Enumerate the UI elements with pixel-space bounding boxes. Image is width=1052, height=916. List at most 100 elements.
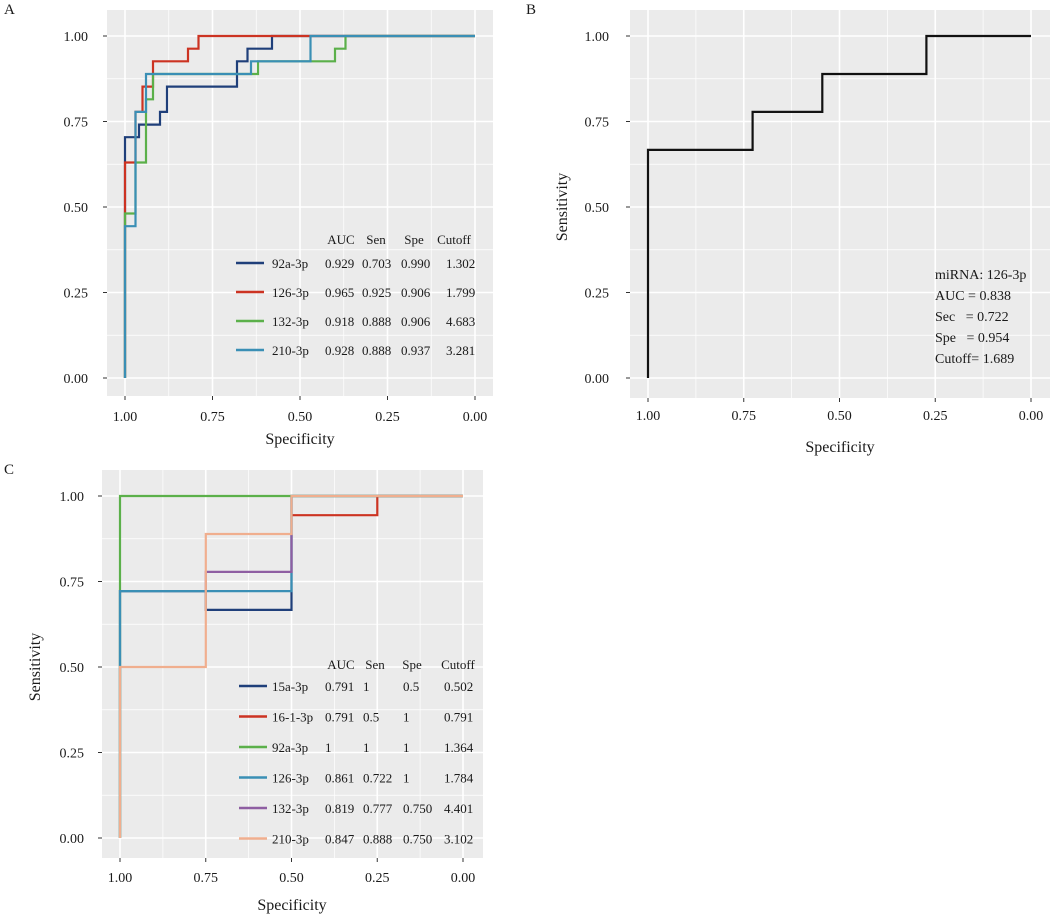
panel-a-legend-stat: 0.888 [362,314,391,329]
panel-a-grid [107,10,493,396]
panel-a-y-tick-label: 0.75 [64,116,89,131]
panel-b-annotation-line: Sec = 0.722 [935,310,1009,325]
panel-a-legend-header-cutoff: Cutoff [437,232,471,247]
panel-a-legend-stat: 0.928 [325,343,354,358]
panel-a-legend-label-92a-3p: 92a-3p [272,256,308,271]
panel-c-legend-stat: 0.847 [325,832,355,847]
panel-c-legend-stat: 1 [363,740,370,755]
panel-b-x-tick-label: 0.00 [1019,409,1044,424]
panel-a-lines [123,34,475,378]
panel-b-y-tick-label: 0.00 [585,372,610,387]
panel-a-y-tick-label: 0.25 [64,287,89,302]
panel-c-x-tick-label: 0.50 [279,871,304,886]
panel-c-legend-stat: 1 [325,740,332,755]
panel-c-legend-stat: 1 [403,740,410,755]
panel-a-legend-label-126-3p: 126-3p [272,285,309,300]
panel-a-legend-stat: 0.703 [362,256,391,271]
panel-c-ticks: 1.00 0.75 0.50 0.25 0.00 0.00 0.25 0.50 0.75 1.00 [60,490,476,886]
panel-a-legend-stat: 0.918 [325,314,354,329]
panel-b-y-tick-label: 0.50 [585,201,610,216]
panel-c-legend-stat: 0.502 [444,679,473,694]
panel-c-legend-header-spe: Spe [402,657,422,672]
panel-b-y-axis-title: Sensitivity [554,173,571,241]
panel-c-legend-label-16-1-3p: 16-1-3p [272,710,313,725]
panel-c: 1.00 0.75 0.50 0.25 0.000.000.250.500.751.00… [27,470,483,914]
panel-a-legend-header-sen: Sen [366,232,386,247]
panel-c-legend-stat: 3.102 [444,832,473,847]
panel-c-legend-header-cutoff: Cutoff [441,657,475,672]
panel-letter-b: B [526,2,536,18]
panel-letter-c: C [4,462,14,478]
panel-a-legend-header-auc: AUC [327,232,354,247]
panel-a-legend-label-210-3p: 210-3p [272,343,309,358]
panel-c-legend-stat: 1 [403,710,410,725]
panel-c-legend-stat: 0.5 [403,679,419,694]
panel-c-legend-stat: 0.722 [363,771,392,786]
panel-c-legend-label-126-3p: 126-3p [272,771,309,786]
panel-a-legend-stat: 0.925 [362,285,391,300]
panel-c-x-tick-label: 0.25 [365,871,390,886]
panel-c-legend-stat: 0.791 [325,679,354,694]
panel-a: 1.00 0.75 0.50 0.25 0.000.000.250.500.751.00… [64,10,493,448]
panel-a-legend-stat: 0.906 [401,285,431,300]
panel-c-legend-stat: 0.750 [403,832,432,847]
panel-a-series-line-210-3p [123,34,475,378]
panel-c-legend-stat: 0.819 [325,801,354,816]
panel-a-legend-header-spe: Spe [404,232,424,247]
panel-a-legend-stat: 1.799 [446,285,475,300]
panel-a-legend-stat: 3.281 [446,343,475,358]
panel-b-series-line-126-3p [646,34,1031,378]
panel-c-legend-stat: 1.364 [444,740,474,755]
panel-c-y-tick-label: 0.00 [60,832,85,847]
panel-c-x-tick-label: 1.00 [108,871,133,886]
panel-b-y-tick-label: 1.00 [585,30,610,45]
panel-a-legend-stat: 4.683 [446,314,475,329]
panel-b-x-tick-label: 1.00 [636,409,661,424]
panel-c-legend-label-210-3p: 210-3p [272,832,309,847]
panel-c-x-tick-label: 0.00 [451,871,476,886]
panel-a-series-line-92a-3p [123,34,475,378]
panel-a-legend-stat: 0.990 [401,256,430,271]
panel-b-x-tick-label: 0.50 [827,409,852,424]
panel-a-y-tick-label: 0.50 [64,201,89,216]
panel-c-x-tick-label: 0.75 [194,871,219,886]
panel-c-legend-stat: 1.784 [444,771,474,786]
panel-c-lines [118,494,463,838]
panel-c-legend-stat: 4.401 [444,801,473,816]
panel-a-legend-stat: 0.965 [325,285,354,300]
panel-a-legend-stat: 0.906 [401,314,431,329]
panel-a-legend-stat: 0.929 [325,256,354,271]
panel-c-legend-stat: 0.5 [363,710,379,725]
panel-b-annotation: miRNA: 126-3p AUC = 0.838 Sec = 0.722 Spe =… [935,268,1026,367]
panel-b-annotation-line: Spe = 0.954 [935,331,1009,346]
panel-c-legend-stat: 0.861 [325,771,354,786]
panel-c-series-line-210-3p [118,494,463,838]
panel-c-y-tick-label: 0.25 [60,747,85,762]
panel-b-y-tick-label: 0.25 [585,287,610,302]
panel-c-legend-stat: 1 [403,771,410,786]
panel-c-legend-header-auc: AUC [327,657,354,672]
panel-a-ticks: 1.00 0.75 0.50 0.25 0.00 0.00 0.25 0.50 0.75 1.00 [64,30,488,425]
panel-c-y-tick-label: 0.50 [60,661,85,676]
panel-c-x-axis-title: Specificity [257,897,326,914]
panel-c-legend-stat: 0.888 [363,832,392,847]
panel-a-y-tick-label: 0.00 [64,372,89,387]
panel-c-legend-stat: 0.750 [403,801,432,816]
panel-a-x-tick-label: 0.00 [463,410,488,425]
panel-b-y-tick-label: 0.75 [585,116,610,131]
panel-b-annotation-line: Cutoff= 1.689 [935,352,1014,367]
panel-a-y-tick-label: 1.00 [64,30,89,45]
panel-c-y-tick-label: 1.00 [60,490,85,505]
panel-a-x-axis-title: Specificity [265,431,334,448]
panel-a-x-tick-label: 0.75 [200,410,225,425]
panel-a-legend-stat: 1.302 [446,256,475,271]
panel-a-x-tick-label: 0.50 [288,410,313,425]
panel-b-lines [646,34,1031,378]
panel-c-legend-stat: 0.791 [325,710,354,725]
panel-c-legend-header-sen: Sen [365,657,385,672]
panel-a-x-tick-label: 0.25 [375,410,400,425]
panel-c-y-tick-label: 0.75 [60,576,85,591]
panel-a-legend-label-132-3p: 132-3p [272,314,309,329]
panel-a-legend-stat: 0.937 [401,343,431,358]
panel-b-grid [630,10,1050,398]
